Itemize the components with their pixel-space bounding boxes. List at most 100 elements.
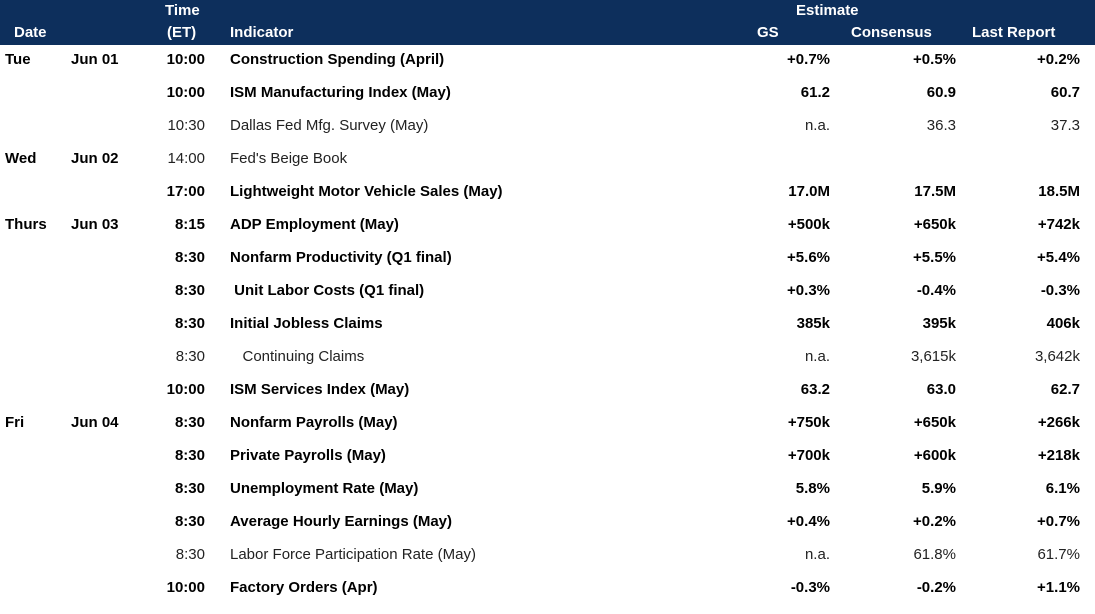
row-last-report: 3,642k: [1034, 348, 1080, 365]
row-indicator: Fed's Beige Book: [230, 150, 348, 167]
row-time: 8:30: [175, 546, 205, 563]
row-day: Tue: [5, 51, 31, 68]
row-indicator: Average Hourly Earnings (May): [230, 513, 453, 530]
row-time: 8:30: [174, 249, 205, 266]
row-last-report: 18.5M: [1038, 183, 1080, 200]
table-row: 17:00 Lightweight Motor Vehicle Sales (Ma…: [0, 177, 1095, 210]
row-last-report: 6.1%: [1045, 480, 1080, 497]
row-consensus: 395k: [922, 315, 956, 332]
table-row: 8:30 Private Payrolls (May) +700k +600k +218…: [0, 441, 1095, 474]
table-row: 10:00 Factory Orders (Apr) -0.3% -0.2% +1.1%: [0, 573, 1095, 606]
row-time: 8:30: [174, 414, 205, 431]
row-consensus: -0.4%: [916, 282, 956, 299]
table-header: Date Time (ET) Indicator Estimate GS Con…: [0, 0, 1095, 45]
row-indicator: Initial Jobless Claims: [230, 315, 383, 332]
row-last-report: 61.7%: [1037, 546, 1080, 563]
table-row: 8:30 Continuing Claims n.a. 3,615k 3,642k: [0, 342, 1095, 375]
row-indicator: ISM Services Index (May): [230, 381, 410, 398]
row-gs-estimate: 61.2: [800, 84, 830, 101]
row-time: 8:30: [175, 348, 205, 365]
row-time: 8:30: [174, 315, 205, 332]
row-time: 14:00: [167, 150, 205, 167]
row-time: 10:00: [166, 84, 205, 101]
row-gs-estimate: 385k: [796, 315, 830, 332]
row-indicator: Continuing Claims: [230, 348, 365, 365]
row-indicator: ISM Manufacturing Index (May): [230, 84, 451, 101]
table-row: 8:30 Average Hourly Earnings (May) +0.4% +0…: [0, 507, 1095, 540]
row-time: 10:00: [166, 579, 205, 596]
table-row: 8:30 Labor Force Participation Rate (May)…: [0, 540, 1095, 573]
row-indicator: Dallas Fed Mfg. Survey (May): [230, 117, 429, 134]
row-gs-estimate: n.a.: [804, 117, 830, 134]
row-gs-estimate: +750k: [787, 414, 830, 431]
row-indicator: Nonfarm Productivity (Q1 final): [230, 249, 452, 266]
row-consensus: +0.2%: [913, 513, 956, 530]
row-gs-estimate: -0.3%: [790, 579, 830, 596]
row-time: 8:30: [174, 447, 205, 464]
header-last-report: Last Report: [972, 24, 1056, 41]
table-row: 10:30 Dallas Fed Mfg. Survey (May) n.a. 36.…: [0, 111, 1095, 144]
header-estimate: Estimate: [796, 2, 859, 19]
table-row: 10:00 ISM Manufacturing Index (May) 61.2 60…: [0, 78, 1095, 111]
header-consensus: Consensus: [851, 24, 932, 41]
row-date: Jun 01: [71, 51, 119, 68]
table-row: Tue Jun 01 10:00 Construction Spending (Apr…: [0, 45, 1095, 78]
header-indicator: Indicator: [230, 24, 294, 41]
row-gs-estimate: 5.8%: [795, 480, 830, 497]
header-time-unit: (ET): [167, 24, 197, 41]
row-last-report: +0.2%: [1037, 51, 1080, 68]
row-indicator: Nonfarm Payrolls (May): [230, 414, 398, 431]
row-gs-estimate: 63.2: [800, 381, 830, 398]
row-time: 10:00: [166, 381, 205, 398]
row-last-report: +5.4%: [1037, 249, 1080, 266]
row-gs-estimate: +0.7%: [787, 51, 830, 68]
row-gs-estimate: +700k: [787, 447, 830, 464]
row-indicator: Construction Spending (April): [230, 51, 445, 68]
row-consensus: +0.5%: [913, 51, 956, 68]
row-indicator: ADP Employment (May): [230, 216, 399, 233]
row-consensus: 5.9%: [921, 480, 956, 497]
row-consensus: 17.5M: [914, 183, 956, 200]
row-time: 8:30: [174, 282, 205, 299]
row-last-report: +1.1%: [1037, 579, 1080, 596]
row-day: Fri: [5, 414, 25, 431]
row-date: Jun 04: [71, 414, 119, 431]
row-time: 8:30: [174, 480, 205, 497]
row-gs-estimate: 17.0M: [788, 183, 830, 200]
row-last-report: 37.3: [1050, 117, 1080, 134]
row-consensus: +650k: [913, 216, 956, 233]
row-consensus: +650k: [913, 414, 956, 431]
table-body: Tue Jun 01 10:00 Construction Spending (Apr…: [0, 45, 1095, 606]
row-gs-estimate: +500k: [787, 216, 830, 233]
table-row: 8:30 Nonfarm Productivity (Q1 final) +5.6%…: [0, 243, 1095, 276]
row-consensus: 36.3: [926, 117, 956, 134]
row-indicator: Unemployment Rate (May): [230, 480, 419, 497]
header-date: Date: [14, 24, 47, 41]
table-row: Wed Jun 02 14:00 Fed's Beige Book: [0, 144, 1095, 177]
row-day: Wed: [5, 150, 37, 167]
row-consensus: 60.9: [926, 84, 956, 101]
row-time: 8:30: [174, 513, 205, 530]
row-gs-estimate: n.a.: [804, 546, 830, 563]
row-time: 10:30: [167, 117, 205, 134]
row-last-report: +0.7%: [1037, 513, 1080, 530]
row-consensus: +5.5%: [913, 249, 956, 266]
row-last-report: 406k: [1046, 315, 1080, 332]
row-day: Thurs: [5, 216, 47, 233]
header-gs: GS: [757, 24, 779, 41]
row-gs-estimate: +5.6%: [787, 249, 830, 266]
row-consensus: 3,615k: [910, 348, 956, 365]
row-time: 10:00: [166, 51, 205, 68]
header-time: Time: [165, 2, 200, 19]
row-time: 8:15: [174, 216, 205, 233]
table-row: Fri Jun 04 8:30 Nonfarm Payrolls (May) +750k…: [0, 408, 1095, 441]
row-gs-estimate: +0.3%: [787, 282, 830, 299]
row-indicator: Factory Orders (Apr): [230, 579, 378, 596]
row-consensus: 61.8%: [913, 546, 956, 563]
row-last-report: +218k: [1037, 447, 1080, 464]
table-row: Thurs Jun 03 8:15 ADP Employment (May) +500k…: [0, 210, 1095, 243]
row-consensus: 63.0: [926, 381, 956, 398]
row-consensus: +600k: [913, 447, 956, 464]
row-indicator: Private Payrolls (May): [230, 447, 386, 464]
row-last-report: +742k: [1037, 216, 1080, 233]
